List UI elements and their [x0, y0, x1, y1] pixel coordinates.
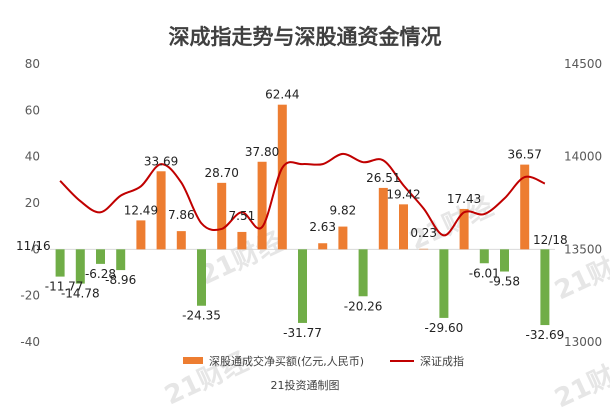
bar-data-label: -14.78 — [61, 287, 100, 301]
legend-bar-label: 深股通成交净买额(亿元,人民币) — [209, 354, 364, 368]
bar-data-label: -20.26 — [344, 299, 383, 313]
bar — [399, 204, 408, 250]
bar-data-label: 36.57 — [508, 148, 542, 162]
bar-data-label: 7.86 — [168, 208, 195, 222]
bar-data-label: 37.80 — [245, 145, 279, 159]
bar-data-label: 12.49 — [124, 203, 158, 217]
bar — [217, 182, 227, 250]
source-note: 21投资通制图 — [271, 378, 340, 392]
bar-data-label: -6.01 — [469, 266, 500, 280]
bar — [298, 249, 307, 323]
bar — [439, 249, 449, 318]
right-axis-tick-label: 14000 — [564, 150, 602, 164]
bar-data-label: 28.70 — [205, 166, 239, 180]
legend-bar-swatch — [183, 357, 203, 364]
bar — [237, 231, 247, 250]
bar — [540, 249, 550, 326]
bar-data-label: 62.44 — [265, 88, 299, 102]
bar-data-label: -31.77 — [283, 326, 322, 340]
bar — [338, 226, 348, 250]
bar — [136, 220, 146, 250]
bar-data-label: 2.63 — [309, 220, 336, 234]
bar — [116, 249, 126, 271]
bar — [459, 208, 469, 250]
bar — [419, 248, 429, 250]
bar-data-label: -32.69 — [526, 328, 565, 342]
bar-data-label: -24.35 — [182, 309, 221, 323]
legend-line-label: 深证成指 — [420, 354, 464, 368]
bar-data-label: -9.58 — [489, 275, 520, 289]
bar — [75, 249, 85, 284]
bar-data-label: 26.51 — [366, 171, 400, 185]
bar-data-label: 0.23 — [410, 226, 437, 240]
left-axis-tick-label: -40 — [20, 335, 40, 349]
bar — [96, 249, 105, 264]
left-axis-tick-label: 20 — [25, 196, 40, 210]
left-axis-tick-label: 80 — [25, 57, 40, 71]
bar-data-label: 9.82 — [330, 204, 357, 218]
bar — [358, 249, 368, 297]
bar-data-label: -8.96 — [105, 273, 136, 287]
right-axis-tick-label: 13500 — [564, 242, 602, 256]
bar — [156, 171, 166, 250]
bar — [257, 161, 267, 250]
left-axis-tick-label: -20 — [20, 289, 40, 303]
bar — [479, 249, 489, 264]
bar-data-label: -29.60 — [425, 321, 464, 335]
bar-data-label: -6.28 — [85, 267, 116, 281]
left-axis-tick-label: 40 — [25, 150, 40, 164]
bar — [318, 243, 328, 250]
right-axis-tick-label: 13000 — [564, 335, 602, 349]
bar-data-label: 7.51 — [229, 209, 256, 223]
bar-data-label: 33.69 — [144, 154, 178, 168]
bar — [378, 187, 388, 250]
left-axis-tick-label: 0 — [32, 242, 40, 256]
bar — [277, 104, 287, 250]
category-label-first: 11/16 — [16, 239, 51, 253]
category-label-last: 12/18 — [533, 233, 568, 247]
bar-data-label: 19.42 — [386, 187, 420, 201]
bar-data-label: 17.43 — [447, 192, 481, 206]
bar-data-label: -11.77 — [45, 280, 84, 294]
bar — [176, 231, 186, 250]
chart-title: 深成指走势与深股通资金情况 — [169, 25, 442, 49]
bar — [520, 164, 530, 250]
bar — [500, 249, 509, 272]
left-axis-tick-label: 60 — [25, 103, 40, 117]
bar — [197, 249, 206, 306]
right-axis-tick-label: 14500 — [564, 57, 602, 71]
bar — [55, 249, 65, 277]
series-line-shenzhen-index — [59, 152, 546, 237]
watermark-text: 21财经 — [550, 349, 610, 414]
